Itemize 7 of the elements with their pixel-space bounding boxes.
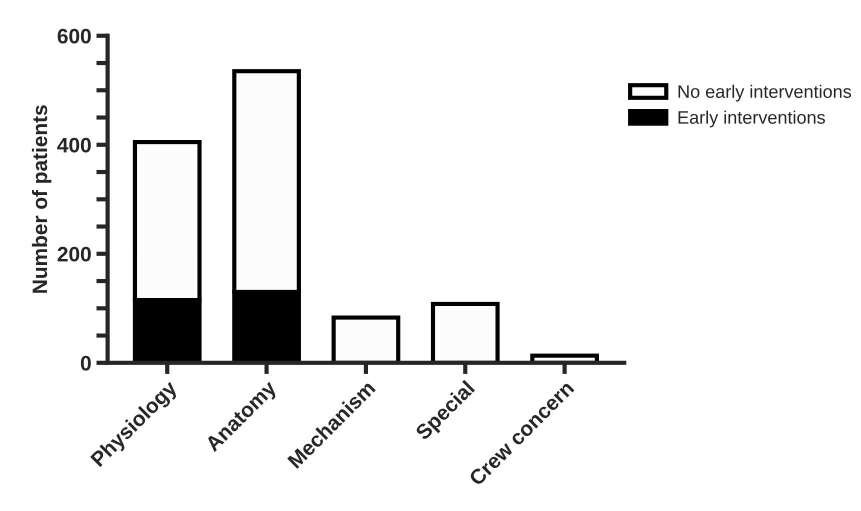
y-tick-label: 600 <box>58 28 91 44</box>
y-tick-label: 400 <box>57 138 91 153</box>
y-tick-label: 200 <box>58 246 91 262</box>
legend-label: No early interventions <box>678 84 852 102</box>
legend-label: Early interventions <box>678 110 825 128</box>
y-tick-label: 0 <box>80 356 91 371</box>
y-axis-title: Number of patients <box>32 105 52 293</box>
